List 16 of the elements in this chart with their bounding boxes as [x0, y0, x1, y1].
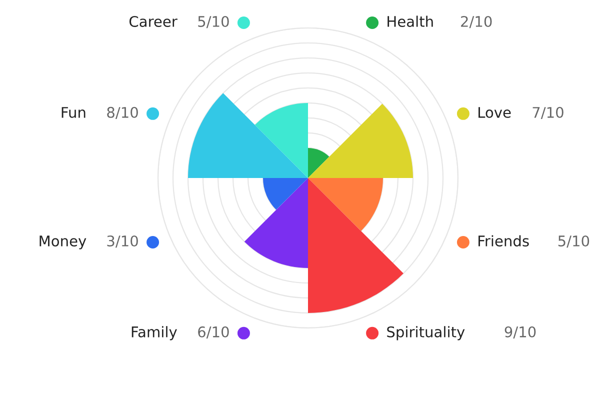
- category-label: Career: [129, 16, 178, 27]
- category-label: Money: [40, 236, 86, 250]
- data-label: 7/10: [532, 106, 564, 120]
- category-label: Health: [388, 16, 433, 27]
- data-label: 5/10: [198, 16, 229, 28]
- category-label: Spirituality: [387, 326, 465, 340]
- category-label: Fun: [62, 107, 86, 118]
- data-label: 5/10: [558, 235, 590, 248]
- data-label: 2/10: [461, 16, 492, 28]
- category-label: Family: [132, 326, 177, 340]
- category-label: Love: [478, 107, 511, 118]
- data-label: 9/10: [504, 326, 536, 339]
- data-label: 3/10: [107, 235, 138, 248]
- category-label: Friends: [478, 235, 529, 246]
- data-label: 6/10: [198, 326, 229, 339]
- data-label: 8/10: [107, 106, 138, 120]
